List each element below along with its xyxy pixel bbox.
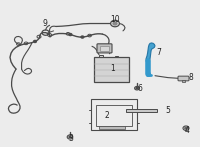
Text: 5: 5 xyxy=(166,106,170,116)
Text: 8: 8 xyxy=(189,73,193,82)
Text: 7: 7 xyxy=(157,48,161,57)
Text: 3: 3 xyxy=(69,134,73,143)
Text: 6: 6 xyxy=(138,84,142,93)
FancyBboxPatch shape xyxy=(99,126,125,129)
Circle shape xyxy=(185,127,187,129)
FancyBboxPatch shape xyxy=(94,57,129,82)
FancyBboxPatch shape xyxy=(126,109,157,112)
Circle shape xyxy=(34,40,36,42)
FancyBboxPatch shape xyxy=(97,44,112,53)
Text: 4: 4 xyxy=(185,126,189,135)
Text: 10: 10 xyxy=(110,15,120,24)
Circle shape xyxy=(113,22,117,25)
FancyBboxPatch shape xyxy=(178,76,189,81)
Circle shape xyxy=(81,36,84,38)
Polygon shape xyxy=(146,43,155,62)
Circle shape xyxy=(136,87,138,89)
Text: 9: 9 xyxy=(43,19,47,28)
Circle shape xyxy=(69,34,72,36)
FancyBboxPatch shape xyxy=(182,80,185,82)
FancyBboxPatch shape xyxy=(100,46,109,51)
Circle shape xyxy=(69,136,71,138)
Text: 1: 1 xyxy=(111,64,115,73)
FancyBboxPatch shape xyxy=(99,55,103,57)
FancyBboxPatch shape xyxy=(115,56,118,57)
Text: 2: 2 xyxy=(105,111,109,120)
